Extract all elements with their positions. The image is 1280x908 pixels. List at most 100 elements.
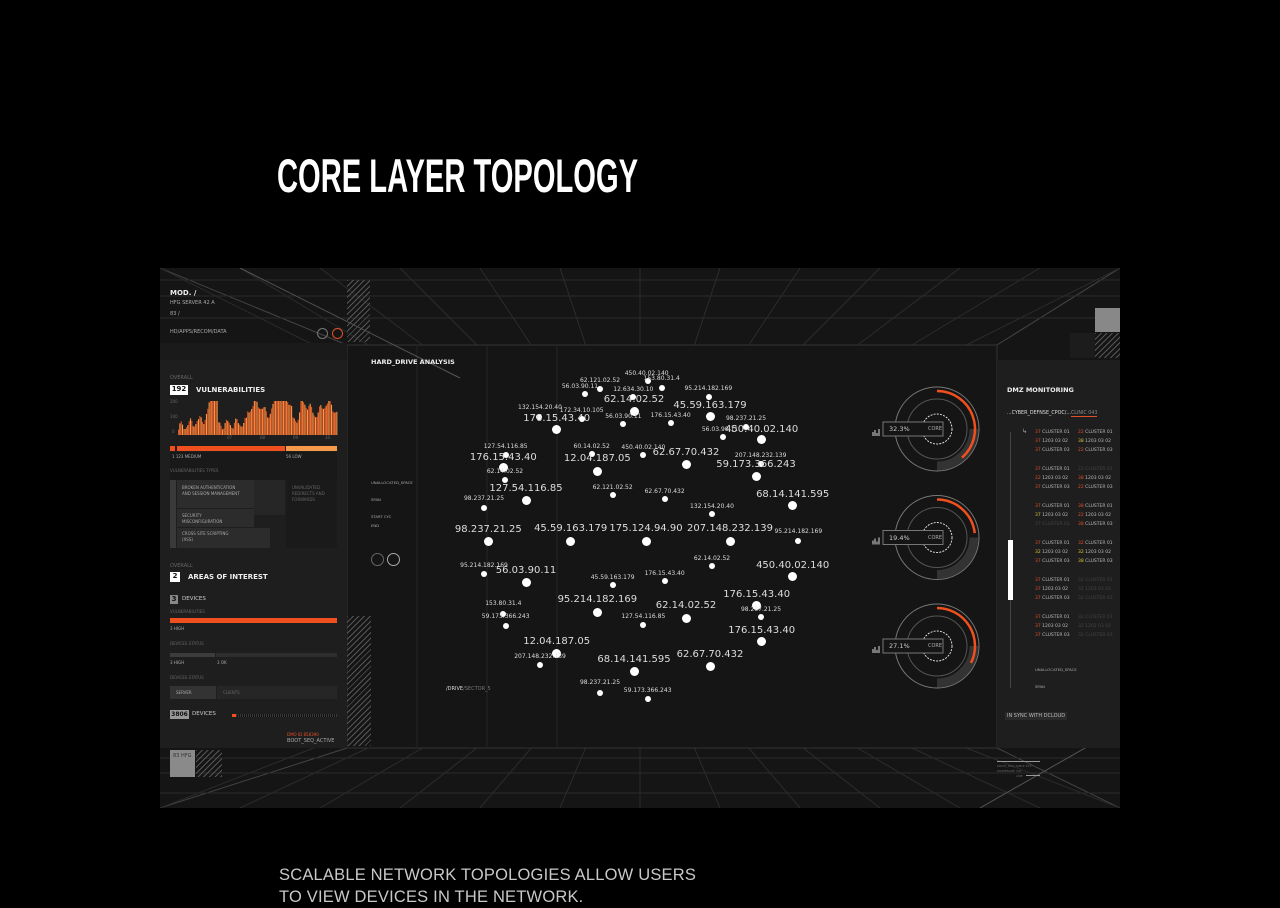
cluster-item[interactable]: 37 CLUSTER 01 (1035, 504, 1070, 509)
network-node[interactable] (644, 696, 651, 703)
cluster-item[interactable]: 37 CLUSTER 03 (1035, 485, 1070, 490)
network-node[interactable] (757, 435, 767, 445)
network-node[interactable] (620, 421, 627, 428)
network-node[interactable] (725, 537, 735, 547)
target-alert-icon[interactable] (332, 328, 343, 339)
network-node[interactable] (788, 500, 798, 510)
network-node[interactable] (502, 477, 508, 484)
network-node[interactable] (537, 662, 543, 668)
network-node[interactable] (597, 386, 603, 392)
cluster-item[interactable]: 22 CLUSTER 03 (1078, 485, 1113, 490)
cluster-item[interactable]: 32 1203 03 02 (1078, 624, 1111, 629)
network-node[interactable] (681, 613, 691, 623)
network-node[interactable] (705, 411, 715, 421)
network-node[interactable] (592, 607, 602, 617)
network-node[interactable] (552, 424, 562, 434)
network-node[interactable] (681, 460, 691, 470)
cluster-item[interactable]: 37 1203 03 02 (1035, 439, 1068, 444)
play-icon[interactable] (371, 553, 384, 566)
dmz-path[interactable]: ...CYBER_DEFNSE_CPOC/...CLINIC 043 (1007, 411, 1098, 417)
network-node[interactable] (705, 661, 715, 671)
network-node[interactable] (661, 496, 668, 502)
network-node[interactable] (483, 536, 493, 546)
tab-clients[interactable]: CLIENTS (217, 686, 337, 699)
network-node[interactable] (597, 689, 603, 696)
network-node[interactable] (661, 578, 668, 584)
cluster-item[interactable]: 37 CLUSTER 03 (1035, 633, 1070, 638)
treemap-cell-xss[interactable]: CROSS SITE SCRIPTING (XSS) (177, 528, 270, 548)
cluster-item[interactable]: 32 1203 03 02 (1035, 550, 1068, 555)
network-node[interactable] (757, 460, 764, 467)
network-node[interactable] (578, 416, 585, 422)
network-node[interactable] (658, 384, 665, 391)
network-node[interactable] (640, 621, 647, 628)
cluster-item[interactable]: 32 CLUSTER 03 (1078, 596, 1113, 601)
cluster-item[interactable]: 38 1203 03 02 (1078, 439, 1111, 444)
cluster-item[interactable]: 37 CLUSTER 03 (1035, 448, 1070, 453)
network-node[interactable] (521, 578, 531, 588)
cluster-item[interactable]: 37 1203 03 02 (1035, 513, 1068, 518)
network-node[interactable] (788, 572, 798, 582)
cluster-item[interactable]: 38 CLUSTER 01 (1078, 504, 1113, 509)
stop-icon[interactable] (387, 553, 400, 566)
network-node[interactable] (641, 537, 651, 547)
treemap-cell-misconfig[interactable]: SECURITY MISCONFIGURATION (177, 509, 254, 527)
network-node[interactable] (609, 582, 616, 588)
network-node[interactable] (588, 450, 595, 457)
network-node[interactable] (757, 637, 767, 647)
network-node[interactable] (644, 378, 651, 384)
cluster-item[interactable]: 37 CLUSTER 01 (1035, 578, 1070, 583)
network-node[interactable] (629, 394, 636, 401)
cluster-item[interactable]: 37 CLUSTER 01 (1035, 467, 1070, 472)
network-node[interactable] (629, 666, 639, 676)
cluster-item[interactable]: 22 CLUSTER 01 (1078, 467, 1113, 472)
cluster-item[interactable]: 22 CLUSTER 01 (1078, 430, 1113, 435)
network-node[interactable] (521, 495, 531, 505)
network-node[interactable] (795, 537, 802, 544)
cluster-item[interactable]: 37 CLUSTER 01 (1035, 615, 1070, 620)
network-node[interactable] (720, 434, 727, 440)
network-node[interactable] (500, 610, 507, 617)
network-node[interactable] (752, 601, 762, 611)
tab-server[interactable]: SERVER (170, 686, 216, 699)
scroll-thumb[interactable] (1008, 539, 1013, 600)
cluster-item[interactable]: 37 CLUSTER 03 (1035, 596, 1070, 601)
network-node[interactable] (709, 563, 715, 569)
network-node[interactable] (709, 511, 715, 518)
cluster-item[interactable]: 22 CLUSTER 03 (1078, 448, 1113, 453)
network-node[interactable] (751, 471, 761, 481)
treemap-cell[interactable] (254, 480, 285, 515)
network-node[interactable] (481, 504, 487, 511)
network-node[interactable] (667, 419, 674, 426)
network-node[interactable] (502, 452, 509, 458)
network-node[interactable] (629, 406, 639, 416)
network-node[interactable] (743, 423, 749, 430)
cluster-item[interactable]: 32 CLUSTER 01 (1078, 578, 1113, 583)
cluster-item[interactable]: 37 CLUSTER 03 (1035, 522, 1070, 527)
network-node[interactable] (536, 413, 543, 420)
network-node[interactable] (706, 393, 712, 400)
network-node[interactable] (552, 648, 562, 658)
cluster-item[interactable]: 22 1203 03 02 (1078, 513, 1111, 518)
cluster-item[interactable]: 32 1203 03 02 (1078, 587, 1111, 592)
network-node[interactable] (592, 466, 602, 476)
cluster-item[interactable]: 38 CLUSTER 03 (1078, 559, 1113, 564)
cluster-item[interactable]: 38 1203 03 02 (1078, 476, 1111, 481)
network-node[interactable] (481, 571, 487, 577)
cluster-item[interactable]: 38 CLUSTER 03 (1078, 522, 1113, 527)
cluster-item[interactable]: 32 CLUSTER 01 (1078, 541, 1113, 546)
treemap-cell-redirects[interactable]: UNVALIDATED REDIRECTS AND FORWARDS (286, 480, 337, 548)
network-node[interactable] (498, 463, 508, 473)
cluster-item[interactable]: 22 1203 03 02 (1035, 476, 1068, 481)
network-node[interactable] (609, 492, 616, 498)
cluster-item[interactable]: 32 CLUSTER 01 (1078, 615, 1113, 620)
network-node[interactable] (640, 452, 647, 458)
cluster-item[interactable]: 32 1203 03 02 (1078, 550, 1111, 555)
cluster-item[interactable]: 37 CLUSTER 01 (1035, 430, 1070, 435)
cluster-item[interactable]: 37 1203 03 02 (1035, 587, 1068, 592)
target-icon[interactable] (317, 328, 328, 339)
cluster-item[interactable]: 37 1203 03 02 (1035, 624, 1068, 629)
cluster-item[interactable]: 32 CLUSTER 03 (1078, 633, 1113, 638)
network-node[interactable] (566, 537, 576, 547)
network-node[interactable] (758, 614, 764, 621)
